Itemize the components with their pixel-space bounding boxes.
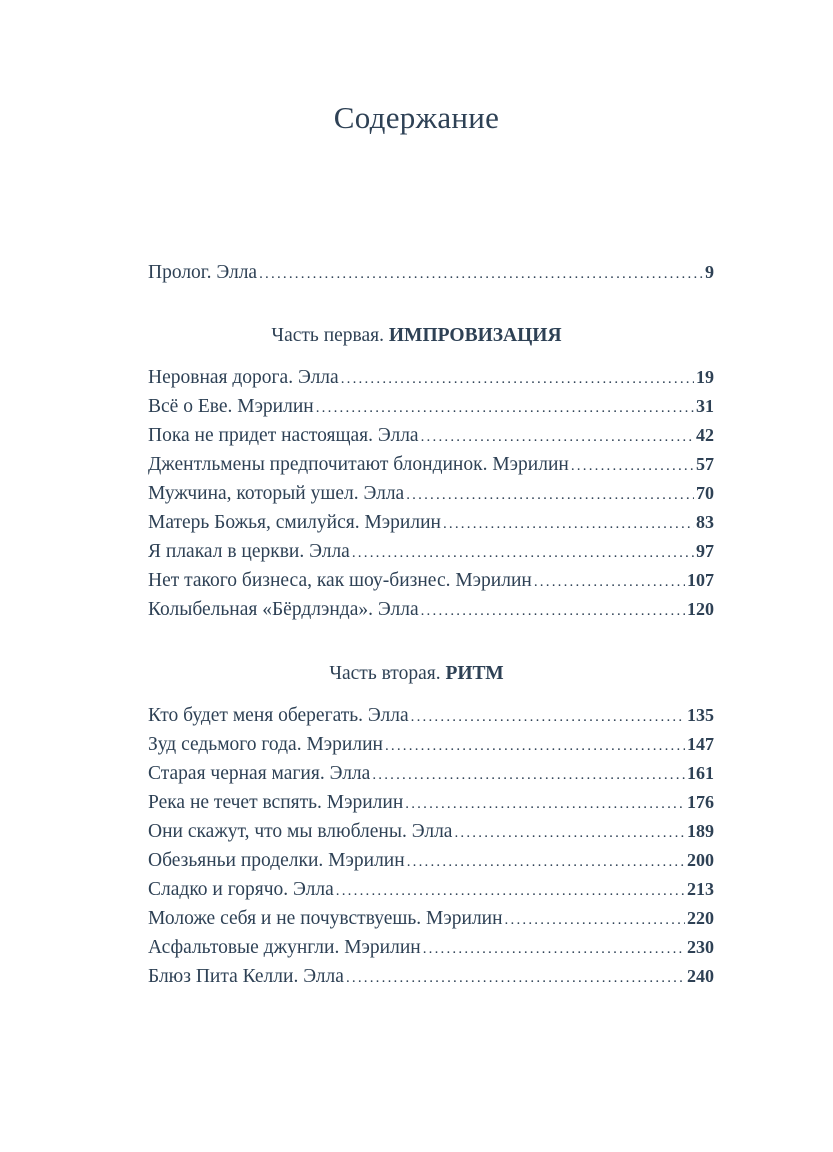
part-heading: Часть первая. ИМПРОВИЗАЦИЯ — [0, 323, 833, 349]
toc-entry[interactable]: Обезьяньи проделки. Мэрилин 200 — [148, 847, 714, 873]
dot-leader — [341, 366, 694, 392]
entry-page: 147 — [687, 734, 714, 754]
entry-title: Обезьяньи проделки. Мэрилин — [148, 850, 405, 871]
entry-title: Я плакал в церкви. Элла — [148, 541, 350, 562]
entry-page: 9 — [705, 262, 714, 282]
entry-page: 240 — [687, 966, 714, 986]
toc-entry[interactable]: Колыбельная «Бёрдлэнда». Элла 120 — [148, 596, 714, 622]
entry-page: 213 — [687, 879, 714, 899]
dot-leader — [443, 511, 694, 537]
dot-leader — [352, 540, 694, 566]
entry-title: Пока не придет настоящая. Элла — [148, 425, 419, 446]
toc-entry[interactable]: Блюз Пита Келли. Элла 240 — [148, 963, 714, 989]
toc-entry[interactable]: Моложе себя и не почувствуешь. Мэрилин 22… — [148, 905, 714, 931]
entry-page: 135 — [687, 705, 714, 725]
entry-page: 220 — [687, 908, 714, 928]
toc-entry[interactable]: Кто будет меня оберегать. Элла 135 — [148, 702, 714, 728]
entry-title: Зуд седьмого года. Мэрилин — [148, 734, 383, 755]
dot-leader — [421, 598, 685, 624]
entry-page: 97 — [696, 541, 714, 561]
dot-leader — [423, 936, 685, 962]
dot-leader — [336, 878, 685, 904]
dot-leader — [385, 733, 685, 759]
part-heading: Часть вторая. РИТМ — [0, 661, 833, 687]
dot-leader — [421, 424, 694, 450]
toc-entry[interactable]: Сладко и горячо. Элла 213 — [148, 876, 714, 902]
dot-leader — [346, 965, 685, 991]
entry-title: Они скажут, что мы влюблены. Элла — [148, 821, 453, 842]
entry-page: 120 — [687, 599, 714, 619]
dot-leader — [407, 849, 685, 875]
entry-title: Нет такого бизнеса, как шоу-бизнес. Мэри… — [148, 570, 532, 591]
toc-entry[interactable]: Я плакал в церкви. Элла 97 — [148, 538, 714, 564]
entry-title: Пролог. Элла — [148, 262, 258, 283]
entry-page: 176 — [687, 792, 714, 812]
toc-entry[interactable]: Неровная дорога. Элла 19 — [148, 364, 714, 390]
toc-entry[interactable]: Старая черная магия. Элла 161 — [148, 760, 714, 786]
entry-page: 70 — [696, 483, 714, 503]
entry-title: Джентльмены предпочитают блондинок. Мэри… — [148, 454, 569, 475]
dot-leader — [316, 395, 694, 421]
dot-leader — [372, 762, 685, 788]
entry-page: 161 — [687, 763, 714, 783]
page-title: Содержание — [333, 100, 500, 135]
entry-page: 107 — [687, 570, 714, 590]
toc-entry[interactable]: Они скажут, что мы влюблены. Элла 189 — [148, 818, 714, 844]
toc-entry[interactable]: Зуд седьмого года. Мэрилин 147 — [148, 731, 714, 757]
entry-title: Матерь Божья, смилуйся. Мэрилин — [148, 512, 441, 533]
entry-title: Старая черная магия. Элла — [148, 763, 371, 784]
entry-page: 19 — [696, 367, 714, 387]
entry-title: Моложе себя и не почувствуешь. Мэрилин — [148, 908, 503, 929]
dot-leader — [505, 907, 685, 933]
dot-leader — [454, 820, 685, 846]
toc-entry[interactable]: Асфальтовые джунгли. Мэрилин 230 — [148, 934, 714, 960]
toc-entry[interactable]: Нет такого бизнеса, как шоу-бизнес. Мэри… — [148, 567, 714, 593]
entry-title: Река не течет вспять. Мэрилин — [148, 792, 404, 813]
entry-page: 42 — [696, 425, 714, 445]
entry-title: Неровная дорога. Элла — [148, 367, 339, 388]
entry-title: Кто будет меня оберегать. Элла — [148, 705, 409, 726]
entry-page: 31 — [696, 396, 714, 416]
toc-entry-prologue[interactable]: Пролог. Элла 9 — [148, 259, 714, 285]
dot-leader — [406, 482, 694, 508]
entry-title: Всё о Еве. Мэрилин — [148, 396, 314, 417]
toc-entry[interactable]: Джентльмены предпочитают блондинок. Мэри… — [148, 451, 714, 477]
toc-entry[interactable]: Река не течет вспять. Мэрилин 176 — [148, 789, 714, 815]
entry-page: 57 — [696, 454, 714, 474]
toc-entry[interactable]: Пока не придет настоящая. Элла 42 — [148, 422, 714, 448]
part-label: Часть первая. — [271, 325, 384, 346]
entry-page: 189 — [687, 821, 714, 841]
toc-entry[interactable]: Мужчина, который ушел. Элла 70 — [148, 480, 714, 506]
entry-title: Блюз Пита Келли. Элла — [148, 966, 344, 987]
part-name: ИМПРОВИЗАЦИЯ — [388, 325, 562, 346]
part-label: Часть вторая. — [329, 663, 441, 684]
part-name: РИТМ — [445, 663, 504, 684]
entry-title: Сладко и горячо. Элла — [148, 879, 334, 900]
dot-leader — [405, 791, 685, 817]
entry-title: Мужчина, который ушел. Элла — [148, 483, 405, 504]
toc-entry[interactable]: Всё о Еве. Мэрилин 31 — [148, 393, 714, 419]
dot-leader — [411, 704, 685, 730]
entry-title: Асфальтовые джунгли. Мэрилин — [148, 937, 421, 958]
dot-leader — [534, 569, 685, 595]
toc-entry[interactable]: Матерь Божья, смилуйся. Мэрилин 83 — [148, 509, 714, 535]
dot-leader — [571, 453, 694, 479]
entry-page: 83 — [696, 512, 714, 532]
entry-page: 230 — [687, 937, 714, 957]
entry-title: Колыбельная «Бёрдлэнда». Элла — [148, 599, 419, 620]
dot-leader — [259, 261, 703, 287]
entry-page: 200 — [687, 850, 714, 870]
